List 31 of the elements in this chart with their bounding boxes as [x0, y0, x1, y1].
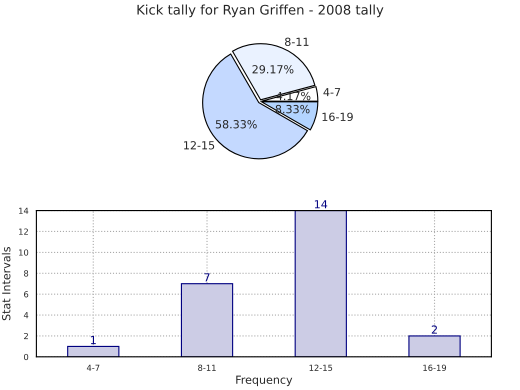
x-tick-label: 8-11 [198, 364, 216, 371]
slice-label: 8-11 [285, 38, 308, 46]
data-label: 1 [90, 336, 96, 344]
slice-label: 12-15 [184, 141, 214, 150]
bar [67, 346, 120, 357]
chart-title: Kick tally for Ryan Griffen - 2008 tally [137, 4, 384, 18]
data-label: 7 [204, 273, 210, 282]
x-tick-label: 4-7 [86, 364, 100, 371]
slice-label: 16-19 [322, 112, 353, 122]
y-tick-label: 0 [24, 354, 28, 360]
data-label: 58.33% [216, 120, 257, 128]
data-label: 4.17% [276, 92, 310, 100]
bar [294, 210, 347, 357]
x-tick-label: 12-15 [310, 364, 332, 371]
y-tick-label: 12 [19, 228, 28, 235]
y-tick-label: 2 [24, 332, 28, 340]
bar [408, 335, 461, 357]
data-label: 29.17% [252, 65, 294, 74]
bar [180, 283, 234, 357]
x-tick-label: 16-19 [423, 364, 446, 371]
y-tick-label: 10 [19, 249, 28, 256]
data-label: 8.33% [276, 104, 310, 114]
y-tick-label: 14 [19, 208, 28, 214]
y-tick-label: 6 [24, 291, 28, 298]
slice-label: 4-7 [323, 88, 340, 96]
y-tick-label: 8 [24, 270, 28, 277]
y-axis-title: Stat Intervals [2, 247, 10, 320]
data-label: 14 [314, 200, 328, 208]
y-tick-label: 4 [24, 312, 28, 318]
x-axis-title: Frequency [236, 376, 292, 386]
data-label: 2 [432, 325, 437, 334]
